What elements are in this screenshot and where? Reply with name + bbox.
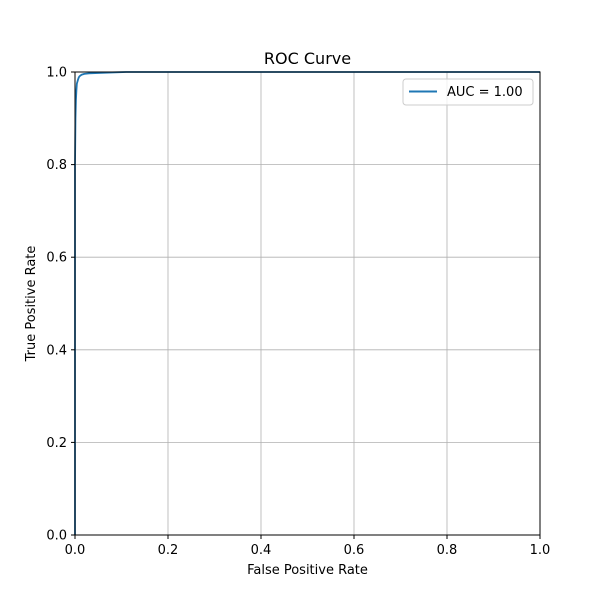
x-tick-label: 0.8 <box>437 543 458 558</box>
legend-entry-label: AUC = 1.00 <box>447 85 523 100</box>
x-axis-label: False Positive Rate <box>247 563 368 578</box>
roc-curve-line <box>74 71 540 535</box>
legend-box <box>402 78 534 106</box>
x-tick-label: 0.4 <box>251 543 272 558</box>
y-axis-label: True Positive Rate <box>24 246 39 363</box>
x-tick-label: 1.0 <box>530 543 551 558</box>
legend: AUC = 1.00 <box>402 78 534 106</box>
grid-lines <box>74 71 541 536</box>
y-tick-label: 0.2 <box>46 436 67 451</box>
x-tick-label: 0.0 <box>65 543 86 558</box>
y-tick-label: 0.0 <box>46 529 67 544</box>
y-tick-label: 0.4 <box>46 343 67 358</box>
plot-frame <box>74 71 541 536</box>
x-tick-label: 0.2 <box>158 543 179 558</box>
series-layer <box>74 71 540 535</box>
axis-ticks: 0.0 0.2 0.4 0.6 0.8 1.0 0.0 0.2 0.4 0.6 0.8 1.0 <box>46 66 550 559</box>
y-tick-label: 0.6 <box>46 251 67 266</box>
chart-title: ROC Curve <box>264 49 351 68</box>
x-tick-label: 0.6 <box>344 543 365 558</box>
y-tick-label: 1.0 <box>46 66 67 81</box>
y-tick-label: 0.8 <box>46 158 67 173</box>
